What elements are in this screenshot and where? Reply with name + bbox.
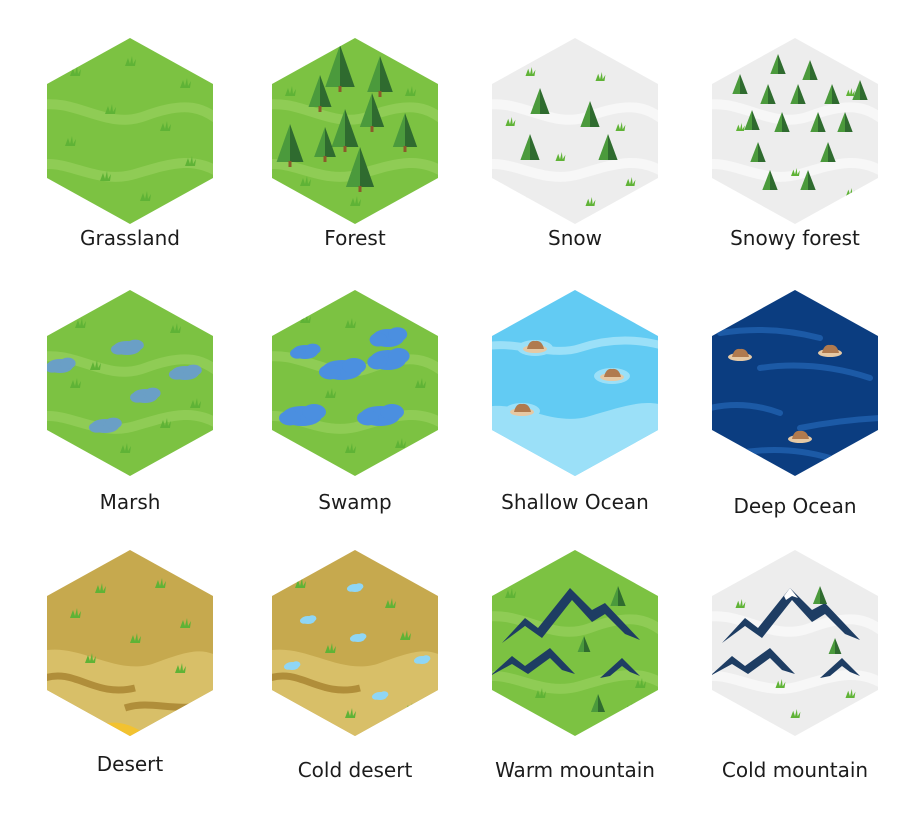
tile-label: Swamp	[318, 490, 392, 514]
tile-shallow-ocean[interactable]: Shallow Ocean	[480, 288, 670, 514]
tile-label: Snow	[548, 226, 602, 250]
tile-label: Shallow Ocean	[501, 490, 649, 514]
tile-label: Deep Ocean	[733, 494, 857, 518]
tile-snow[interactable]: Snow	[480, 36, 670, 250]
tile-forest[interactable]: Forest	[260, 36, 450, 250]
snowy-forest-hex	[712, 38, 878, 224]
warm-mountain-hex	[492, 550, 658, 736]
tile-swamp[interactable]: Swamp	[260, 288, 450, 514]
tile-label: Desert	[96, 752, 164, 776]
tile-label: Snowy forest	[730, 226, 860, 250]
snow-hex	[492, 38, 658, 224]
grassland-hex	[47, 38, 213, 224]
tile-warm-mountain[interactable]: Warm mountain	[480, 548, 670, 782]
tile-label: Marsh	[99, 490, 161, 514]
cold-mountain-hex	[712, 550, 878, 736]
tile-snowy-forest[interactable]: Snowy forest	[700, 36, 890, 250]
tile-grassland[interactable]: Grassland	[35, 36, 225, 250]
marsh-hex	[47, 290, 213, 476]
deep-ocean-hex	[712, 290, 878, 476]
shallow-ocean-hex	[492, 290, 658, 476]
tile-label: Grassland	[80, 226, 180, 250]
tile-label: Warm mountain	[495, 758, 655, 782]
cold-desert-hex	[272, 550, 438, 736]
tile-cold-desert[interactable]: Cold desert	[260, 548, 450, 782]
tile-label: Cold desert	[297, 758, 413, 782]
tile-deep-ocean[interactable]: Deep Ocean	[700, 288, 890, 518]
tile-cold-mountain[interactable]: Cold mountain	[700, 548, 890, 782]
tile-label: Cold mountain	[721, 758, 869, 782]
tile-label: Forest	[324, 226, 386, 250]
swamp-hex	[272, 290, 438, 476]
tile-desert[interactable]: Desert	[35, 548, 225, 776]
forest-hex	[272, 38, 438, 224]
desert-hex	[47, 550, 213, 736]
tile-marsh[interactable]: Marsh	[35, 288, 225, 514]
